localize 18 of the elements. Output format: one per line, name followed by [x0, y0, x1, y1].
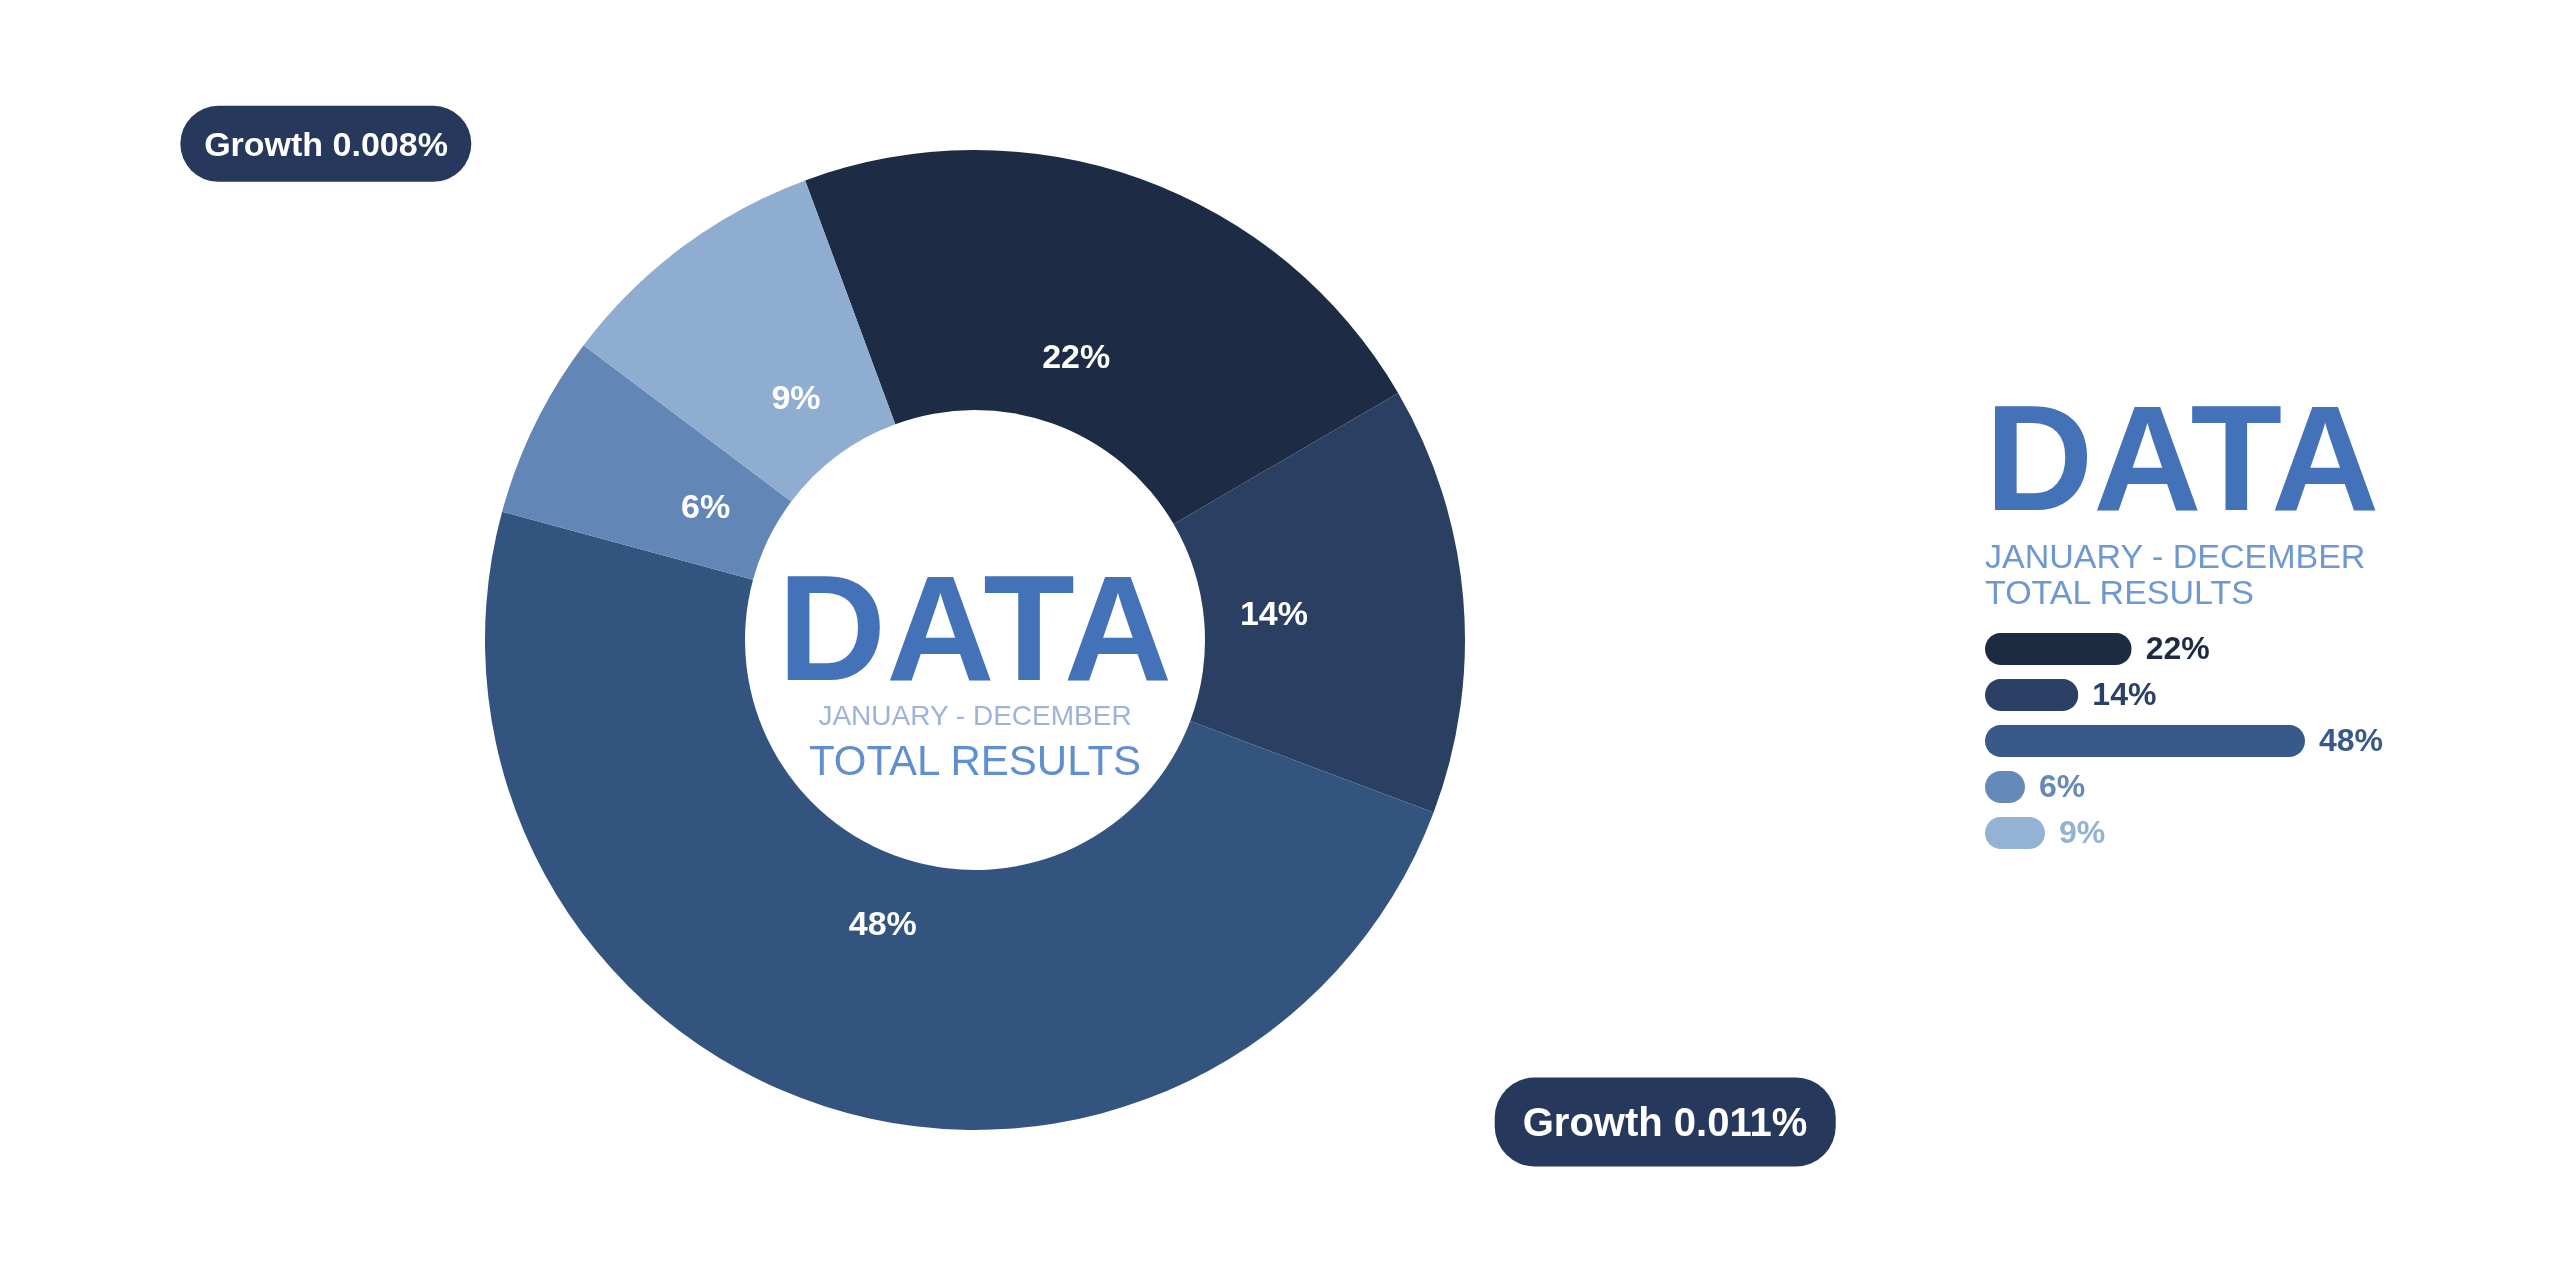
bar [1985, 678, 2079, 712]
data-label: 9% [771, 378, 821, 417]
data-label: 6% [2039, 768, 2086, 804]
bar [1985, 724, 2305, 758]
data-label: 9% [2059, 814, 2106, 850]
data-label: 48% [848, 904, 917, 943]
data-label: 6% [680, 487, 731, 526]
data-label: 22% [2145, 630, 2210, 666]
data-label: 22% [1042, 336, 1111, 375]
bar [1985, 632, 2132, 666]
text: Growth 0.011% [1494, 1077, 1836, 1167]
data-label: 14% [1239, 593, 1308, 632]
data-label: 48% [2319, 722, 2384, 758]
text: TOTAL RESULTS [808, 737, 1142, 784]
donut-slice [1173, 392, 1465, 813]
data-label: 14% [2092, 676, 2157, 712]
text: Growth 0.008% [180, 105, 472, 183]
text: TOTAL RESULTS [1985, 573, 2254, 611]
